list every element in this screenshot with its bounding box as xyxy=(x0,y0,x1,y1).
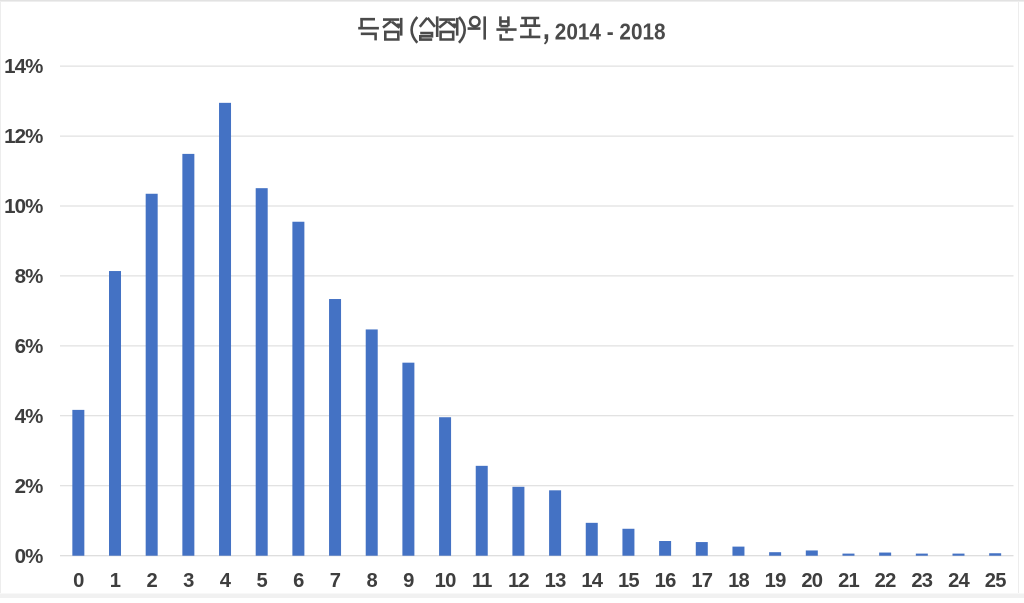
svg-text:15: 15 xyxy=(618,570,639,592)
svg-text:6: 6 xyxy=(293,570,304,592)
svg-text:22: 22 xyxy=(875,570,896,592)
svg-text:2: 2 xyxy=(146,570,157,592)
svg-text:4%: 4% xyxy=(15,405,44,428)
svg-text:9: 9 xyxy=(403,570,414,592)
svg-text:20: 20 xyxy=(801,570,822,592)
svg-text:6%: 6% xyxy=(15,335,44,358)
svg-text:0: 0 xyxy=(73,570,84,592)
svg-text:5: 5 xyxy=(256,570,267,592)
svg-text:1: 1 xyxy=(110,570,121,592)
svg-text:10%: 10% xyxy=(4,195,43,218)
svg-text:7: 7 xyxy=(330,570,341,592)
svg-text:12: 12 xyxy=(508,570,529,592)
svg-text:0%: 0% xyxy=(15,545,44,568)
svg-text:21: 21 xyxy=(838,570,859,592)
svg-text:25: 25 xyxy=(985,570,1006,592)
svg-text:19: 19 xyxy=(765,570,786,592)
svg-text:2014 - 2018: 2014 - 2018 xyxy=(555,18,666,44)
svg-text:3: 3 xyxy=(183,570,194,592)
svg-text:2%: 2% xyxy=(15,475,44,498)
svg-text:18: 18 xyxy=(728,570,749,592)
svg-text:23: 23 xyxy=(911,570,932,592)
svg-text:8: 8 xyxy=(366,570,377,592)
svg-text:12%: 12% xyxy=(4,125,43,148)
svg-text:14%: 14% xyxy=(4,55,43,78)
svg-text:14: 14 xyxy=(581,570,603,592)
svg-text:10: 10 xyxy=(435,570,456,592)
svg-text:11: 11 xyxy=(472,570,492,592)
svg-text:17: 17 xyxy=(691,570,712,592)
svg-text:24: 24 xyxy=(948,570,970,592)
svg-text:4: 4 xyxy=(220,570,232,592)
svg-text:13: 13 xyxy=(545,570,566,592)
svg-text:8%: 8% xyxy=(15,265,44,288)
svg-text:16: 16 xyxy=(655,570,676,592)
